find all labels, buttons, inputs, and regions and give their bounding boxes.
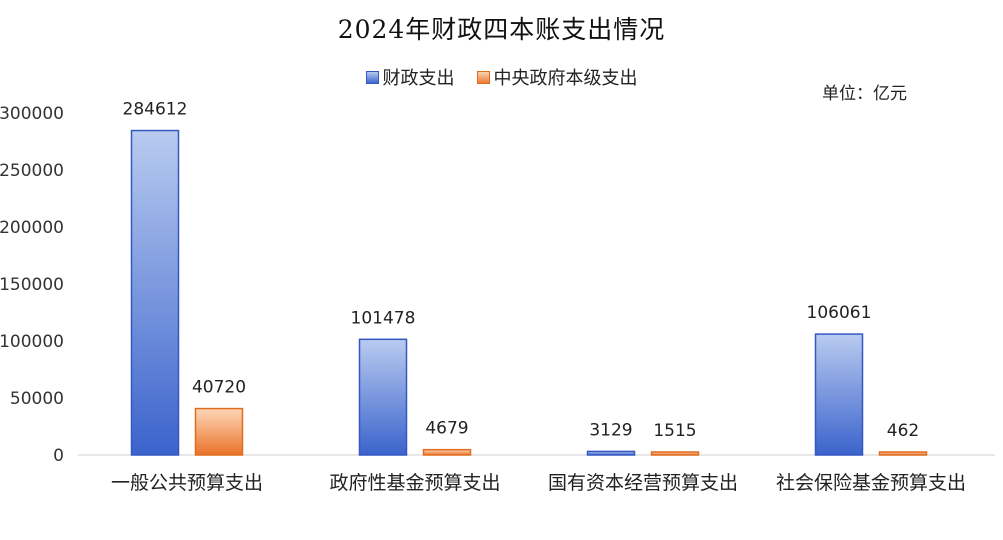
data-label: 4679 [425,419,468,439]
x-category-label: 社会保险基金预算支出 [776,472,966,494]
data-label: 3129 [589,420,632,440]
data-label: 106061 [807,303,872,323]
bar-central-3 [878,451,928,456]
legend-item-series-1: 中央政府本级支出 [476,64,638,90]
data-label: 462 [887,421,919,441]
bar-fiscal-2 [586,450,636,456]
bar-central-1 [422,448,472,456]
bar-fiscal-0 [130,129,180,456]
legend-swatch-series-0 [365,70,379,84]
legend: 财政支出 中央政府本级支出 [0,64,1003,90]
chart-title: 2024年财政四本账支出情况 [337,15,666,44]
y-tick-label: 100000 [0,332,64,352]
y-tick-label: 200000 [0,218,64,238]
y-tick-label: 300000 [0,104,64,124]
data-label: 284612 [123,100,188,120]
legend-item-series-0: 财政支出 [365,64,455,90]
x-category-label: 国有资本经营预算支出 [548,472,738,494]
y-tick-label: 250000 [0,161,64,181]
legend-label-series-1: 中央政府本级支出 [493,68,638,89]
y-tick-label: 150000 [0,275,64,295]
legend-label-series-0: 财政支出 [382,68,455,89]
data-label: 40720 [192,378,246,398]
bar-fiscal-1 [358,338,408,456]
data-label: 1515 [653,421,696,441]
bar-central-2 [650,451,700,456]
bar-fiscal-3 [814,333,864,456]
unit-label: 单位：亿元 [822,84,907,104]
y-tick-label: 50000 [10,389,64,409]
data-label: 101478 [351,308,416,328]
x-category-label: 一般公共预算支出 [111,472,263,494]
y-tick-label: 0 [53,446,64,466]
legend-swatch-series-1 [476,70,490,84]
x-category-label: 政府性基金预算支出 [329,472,500,494]
bar-central-0 [194,407,244,456]
